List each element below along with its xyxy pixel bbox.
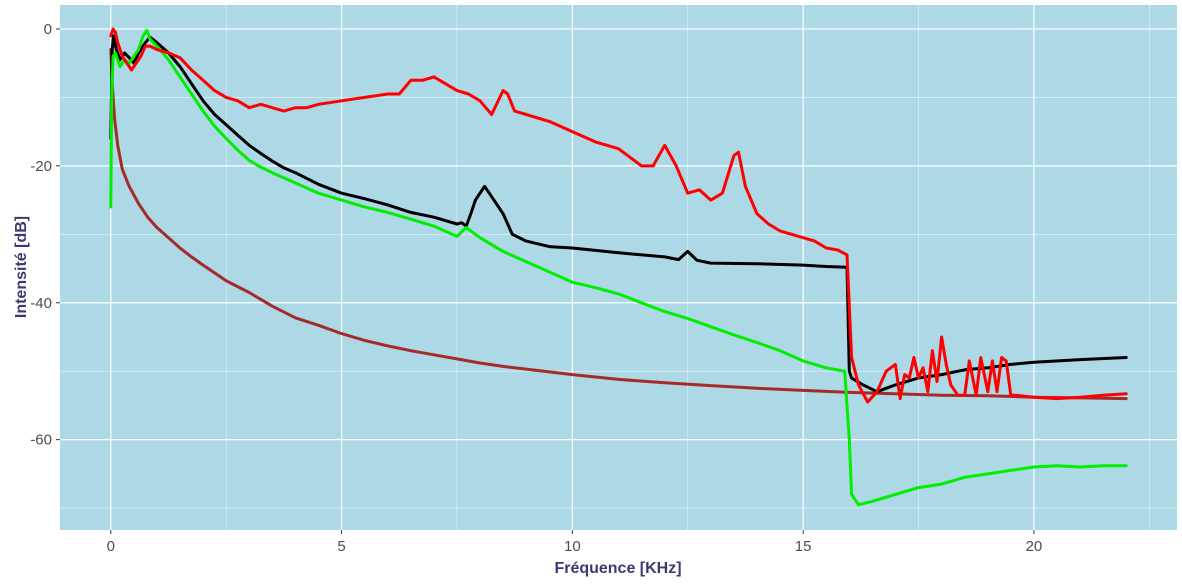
series-line-4 xyxy=(109,27,1128,404)
series-layer xyxy=(109,27,1128,507)
y-tick-label: -40 xyxy=(30,295,52,312)
grid-major xyxy=(60,5,1177,530)
x-tick-label: 10 xyxy=(564,538,581,555)
y-tick-labels: 0 -20 -40 -60 xyxy=(30,21,52,449)
series-line-3 xyxy=(109,28,1128,507)
y-tick-label: -60 xyxy=(30,432,52,449)
plot-panel xyxy=(60,5,1177,530)
y-axis-title: Intensité [dB] xyxy=(13,216,30,318)
y-tick-label: 0 xyxy=(44,21,52,38)
y-tick-label: -20 xyxy=(30,158,52,175)
series-line-1 xyxy=(109,48,1128,401)
x-axis-title: Fréquence [KHz] xyxy=(554,560,681,577)
x-tick-label: 20 xyxy=(1026,538,1043,555)
x-tick-label: 15 xyxy=(795,538,812,555)
series-line-2 xyxy=(109,34,1128,394)
grid-minor xyxy=(60,5,1177,530)
axis-ticks xyxy=(56,28,1035,534)
x-tick-label: 5 xyxy=(337,538,345,555)
x-tick-label: 0 xyxy=(107,538,115,555)
x-tick-labels: 0 5 10 15 20 xyxy=(107,538,1043,555)
